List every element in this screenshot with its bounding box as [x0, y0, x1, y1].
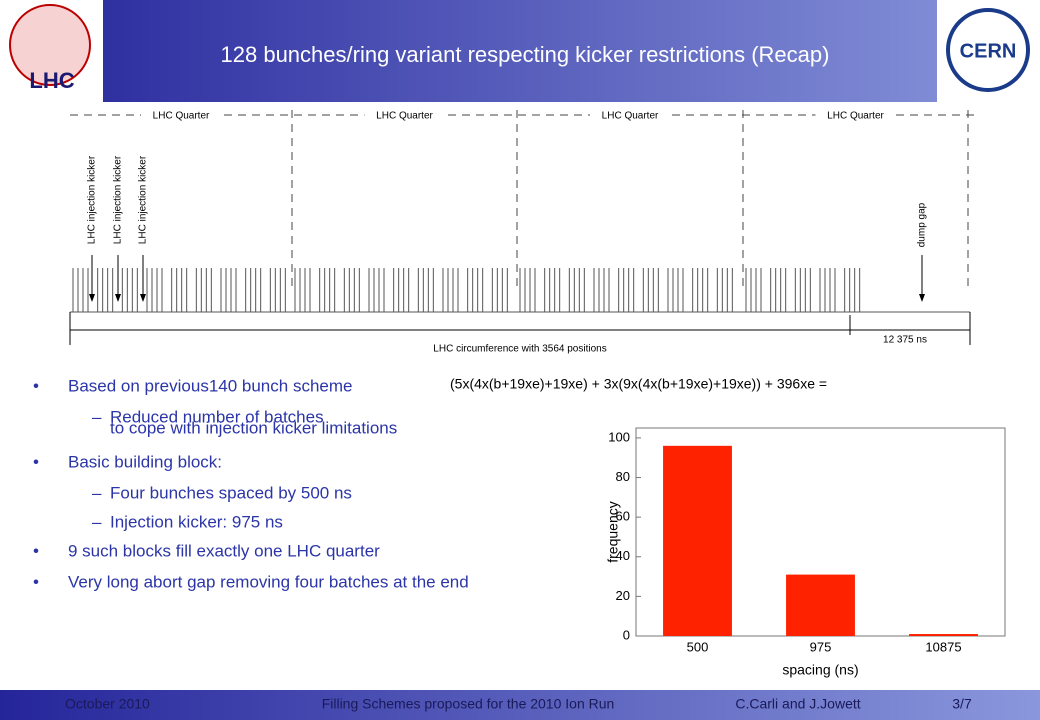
x-tick-label: 500	[687, 639, 709, 654]
quarter-label: LHC Quarter	[153, 111, 210, 122]
logo-right	[946, 8, 1030, 92]
kicker-arrowhead	[89, 294, 95, 302]
quarter-label-bg	[364, 108, 445, 122]
kicker-label: LHC injection kicker	[87, 155, 98, 244]
quarter-label: LHC Quarter	[602, 111, 659, 122]
footer-authors: C.Carli and J.Jowett	[735, 696, 860, 712]
circumference-label: LHC circumference with 3564 positions	[433, 344, 606, 355]
sub-text: Injection kicker: 975 ns	[110, 512, 283, 531]
y-tick-label: 80	[616, 469, 630, 484]
x-tick-label: 10875	[925, 639, 961, 654]
y-tick-label: 20	[616, 588, 630, 603]
bullet-dot: •	[33, 541, 39, 560]
x-tick-label: 975	[810, 639, 832, 654]
y-tick-label: 0	[623, 627, 630, 642]
quarter-label: LHC Quarter	[376, 111, 433, 122]
sub-text: to cope with injection kicker limitation…	[110, 418, 397, 437]
dump-gap-label: dump gap	[917, 202, 928, 247]
bullet-text: Based on previous140 bunch scheme	[68, 376, 352, 395]
footer-bar	[0, 690, 1040, 720]
kicker-arrowhead	[140, 294, 146, 302]
bullet-dot: •	[33, 572, 39, 591]
bar	[909, 634, 978, 636]
bullet-dot: •	[33, 376, 39, 395]
sub-text: Reduced number of batches	[110, 407, 324, 426]
y-tick-label: 60	[616, 509, 630, 524]
sub-dash: –	[92, 512, 102, 531]
sub-text: Four bunches spaced by 500 ns	[110, 483, 352, 502]
bullet-dot: •	[33, 452, 39, 471]
quarter-label-bg	[141, 108, 221, 122]
logo-right-box	[937, 0, 1040, 102]
bar	[786, 574, 855, 636]
logo-right-text: CERN	[960, 40, 1017, 62]
gap-length: 12 375 ns	[883, 335, 927, 346]
dump-arrowhead	[919, 294, 925, 302]
logo-left	[9, 4, 91, 86]
bullet-text: Basic building block:	[68, 452, 222, 471]
quarter-label: LHC Quarter	[827, 111, 884, 122]
kicker-arrowhead	[115, 294, 121, 302]
quarter-label-bg	[815, 108, 896, 122]
formula: (5x(4x(b+19xe)+19xe) + 3x(9x(4x(b+19xe)+…	[450, 376, 827, 392]
footer-page: 3/7	[952, 696, 972, 712]
bullet-text: Very long abort gap removing four batche…	[68, 572, 469, 591]
footer-title: Filling Schemes proposed for the 2010 Io…	[322, 696, 615, 712]
y-tick-label: 40	[616, 548, 630, 563]
kicker-label: LHC injection kicker	[113, 155, 124, 244]
y-tick-label: 100	[608, 429, 630, 444]
sub-dash: –	[92, 407, 102, 426]
quarter-label-bg	[590, 108, 670, 122]
footer-date: October 2010	[65, 696, 150, 712]
sub-dash: –	[92, 483, 102, 502]
slide-title: 128 bunches/ring variant respecting kick…	[221, 42, 830, 67]
header-bar	[0, 0, 1040, 102]
bullet-text: 9 such blocks fill exactly one LHC quart…	[68, 541, 380, 560]
y-axis-label: frequency	[605, 501, 621, 562]
logo-left-text: LHC	[29, 68, 74, 93]
bar	[663, 445, 732, 636]
x-axis-label: spacing (ns)	[782, 662, 858, 678]
kicker-label: LHC injection kicker	[138, 155, 149, 244]
